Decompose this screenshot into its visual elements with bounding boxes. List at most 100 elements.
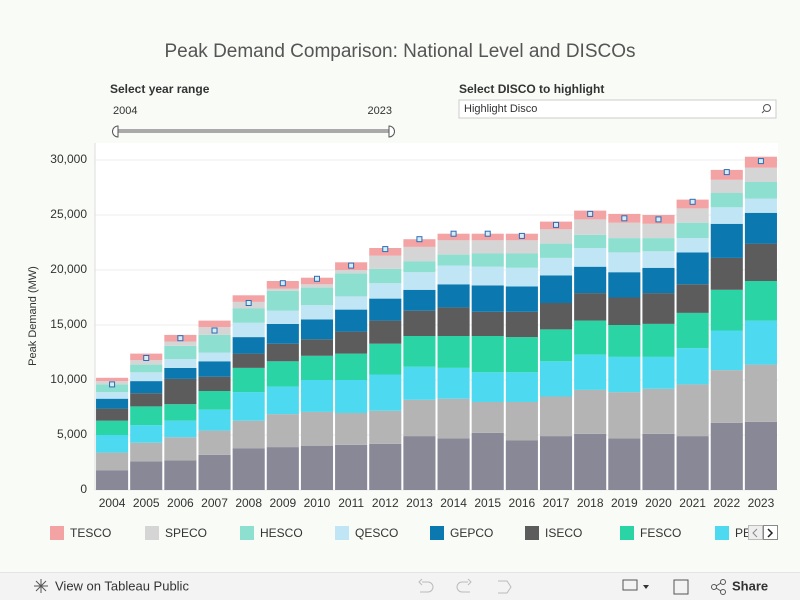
bar-segment [539,396,573,437]
disco-search-placeholder: Highlight Disco [464,103,537,115]
legend-swatch [620,526,634,540]
bar-segment [539,243,573,258]
bar-segment [369,283,402,299]
x-tick-label: 2004 [99,496,126,510]
bar-segment [676,384,709,437]
y-tick-label: 30,000 [50,152,87,166]
bar-segment [710,257,743,290]
search-icon [763,104,771,112]
bar-segment [642,323,675,357]
y-tick-label: 20,000 [50,262,87,276]
bar-segment [574,248,607,267]
bar-segment [539,303,573,330]
bar-segment [505,286,538,312]
legend-prev-icon [752,528,758,538]
range-slider-track[interactable] [117,129,389,133]
plot-area [95,143,778,490]
bar-segment [335,380,368,413]
bar-segment [437,240,470,255]
bar-segment [198,430,231,455]
bar-segment [471,432,504,490]
bar-segment [608,272,641,298]
legend-prev[interactable] [748,525,763,540]
bar-segment [300,380,334,412]
legend-item[interactable]: SPECO [145,522,207,544]
bar-segment [232,448,265,490]
bar-segment [744,281,777,321]
bar-segment [642,238,675,252]
bar-segment [710,179,743,193]
bar-segment [437,367,470,399]
bar-segment [369,443,402,490]
bar-segment [403,261,436,273]
bar-segment [574,389,607,434]
bar-segment [574,219,607,235]
legend-label: SPECO [165,526,208,540]
toolbar-icons: View on Tableau Public Share [34,578,768,595]
download-button[interactable] [622,579,638,591]
bar-segment [676,222,709,239]
total-marker [450,230,457,237]
bar-segment [574,433,607,490]
bar-segment [471,336,504,373]
bar-segment [266,361,299,387]
view-on-tableau-link[interactable]: View on Tableau Public [55,578,189,593]
total-marker [553,221,560,228]
fullscreen-button[interactable] [673,579,689,595]
bar-segment [608,438,641,490]
revert-button[interactable] [498,580,512,594]
total-marker [279,280,286,287]
x-tick-label: 2010 [304,496,331,510]
x-tick-label: 2019 [611,496,638,510]
total-marker [723,169,730,176]
bar-segment [369,410,402,444]
bar-segment [574,320,607,355]
redo-button[interactable] [456,578,472,593]
undo-button[interactable] [418,578,434,593]
legend-item[interactable]: GEPCO [430,522,493,544]
legend-item[interactable]: PESCO [715,522,748,544]
legend-item[interactable]: QESCO [335,522,398,544]
bar-segment [608,238,641,253]
bar-segment [164,460,197,490]
legend-swatch [525,526,539,540]
bar-segment [574,266,607,294]
y-axis-label: Peak Demand (MW) [27,266,39,366]
legend-item[interactable]: TESCO [50,522,111,544]
bar-segment [130,393,163,407]
range-slider-start[interactable] [112,125,119,138]
share-icon [711,579,726,595]
legend-item[interactable]: HESCO [240,522,303,544]
bar-segment [335,353,368,380]
bar-segment [710,370,743,423]
range-slider-end[interactable] [388,125,395,138]
bar-segment [539,436,573,490]
bar-segment [676,252,709,285]
bar-segment [232,420,265,449]
bar-segment [471,240,504,254]
legend-label: PESCO [735,526,748,540]
bar-segment [96,420,129,435]
bar-segment [539,275,573,303]
bar-segment [232,392,265,421]
bar-segment [471,402,504,433]
download-dropdown[interactable] [643,585,649,589]
bar-segment [710,193,743,208]
bar-segment [608,392,641,439]
tableau-logo [34,579,48,593]
bar-segment [676,436,709,490]
legend-label: GEPCO [450,526,494,540]
bar-segment [471,266,504,286]
disco-search-box[interactable] [458,99,777,119]
y-tick-label: 5,000 [57,427,87,441]
bar-segment [505,337,538,373]
bar-segment [130,425,163,443]
legend-item[interactable]: FESCO [620,522,681,544]
total-marker [382,246,389,253]
bar-segment [130,364,163,373]
legend-item[interactable]: ISECO [525,522,582,544]
bar-segment [130,372,163,382]
bar-segment [232,353,265,368]
share-button[interactable]: Share [732,578,768,593]
